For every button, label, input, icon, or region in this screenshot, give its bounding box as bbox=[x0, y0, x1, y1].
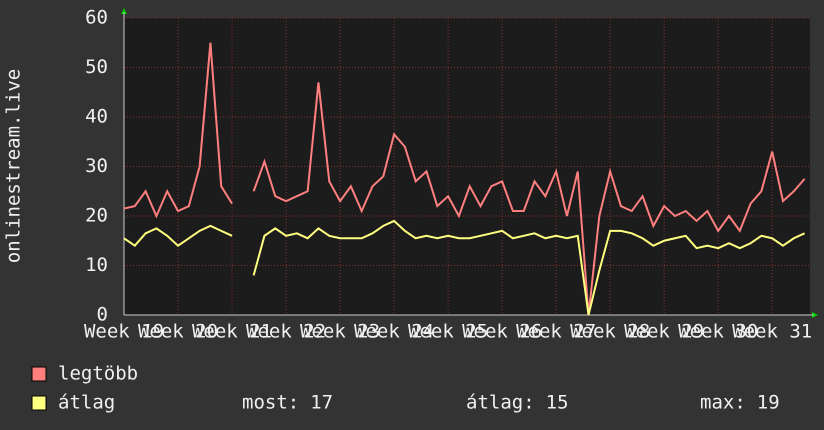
x-tick-label: Week 27 bbox=[516, 321, 596, 343]
x-tick-label: Week 19 bbox=[84, 321, 164, 343]
axis-arrow bbox=[812, 312, 818, 318]
legend-label: legtöbb bbox=[58, 363, 138, 385]
legend-label: átlag bbox=[58, 392, 115, 414]
x-tick-label: Week 24 bbox=[354, 321, 434, 343]
x-tick-label: Week 29 bbox=[624, 321, 704, 343]
y-axis-label: onlinestream.live bbox=[3, 69, 25, 263]
x-tick-label: Week 22 bbox=[246, 321, 326, 343]
x-tick-label: Week 23 bbox=[300, 321, 380, 343]
x-tick-label: Week 25 bbox=[408, 321, 488, 343]
series-line bbox=[123, 224, 233, 248]
y-tick-label: 40 bbox=[85, 106, 108, 128]
y-tick-label: 60 bbox=[85, 7, 108, 29]
series-line bbox=[252, 219, 806, 316]
y-tick-label: 0 bbox=[97, 304, 108, 326]
series-line bbox=[123, 42, 233, 219]
x-tick-label: Week 28 bbox=[570, 321, 650, 343]
stat-label: most: bbox=[242, 392, 299, 414]
x-tick-label: Week 26 bbox=[462, 321, 542, 343]
x-tick-label: Week 20 bbox=[138, 321, 218, 343]
stat-value: 19 bbox=[757, 392, 780, 414]
legend-swatch bbox=[31, 395, 47, 411]
x-tick-label: Week 21 bbox=[192, 321, 272, 343]
y-tick-label: 50 bbox=[85, 56, 108, 78]
legend-swatch bbox=[31, 366, 47, 382]
stat-label: átlag: bbox=[466, 392, 535, 414]
stat-value: 17 bbox=[310, 392, 333, 414]
series-line bbox=[252, 82, 806, 316]
stat-value: 15 bbox=[546, 392, 569, 414]
y-tick-label: 10 bbox=[85, 254, 108, 276]
y-tick-label: 20 bbox=[85, 205, 108, 227]
y-tick-label: 30 bbox=[85, 155, 108, 177]
axis-arrow bbox=[121, 8, 127, 14]
x-tick-label: Week 30 bbox=[678, 321, 758, 343]
x-tick-label: Week 31 bbox=[732, 321, 812, 343]
stat-label: max: bbox=[700, 392, 746, 414]
